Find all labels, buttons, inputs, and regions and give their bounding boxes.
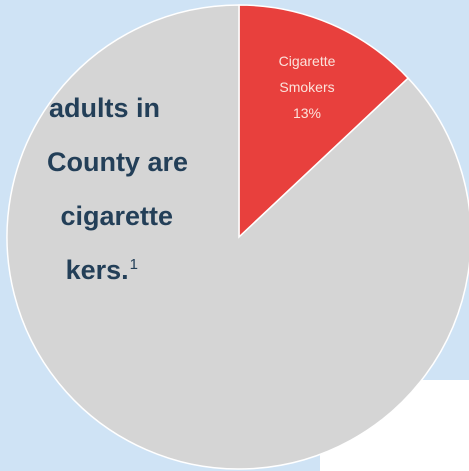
caption-text-3: cigarette <box>60 201 173 231</box>
caption-line-1: adults in <box>0 82 160 134</box>
caption-line-3: cigarette <box>0 190 173 242</box>
caption-text-2: County are <box>46 147 188 177</box>
caption-text-4: kers. <box>65 255 129 285</box>
caption-line-4: kers.1 <box>0 244 138 296</box>
slice-label-smokers-line2: Smokers <box>279 79 334 95</box>
slice-label-smokers-value: 13% <box>293 105 321 121</box>
caption-text-1: adults in <box>48 93 160 123</box>
caption-line-2: County are <box>0 136 188 188</box>
pie-slices <box>6 4 469 470</box>
pie-slice-smokers <box>238 4 410 239</box>
slice-label-smokers-line1: Cigarette <box>279 53 336 69</box>
pie-slice-non-smokers <box>6 4 469 470</box>
footnote-marker: 1 <box>129 256 138 273</box>
